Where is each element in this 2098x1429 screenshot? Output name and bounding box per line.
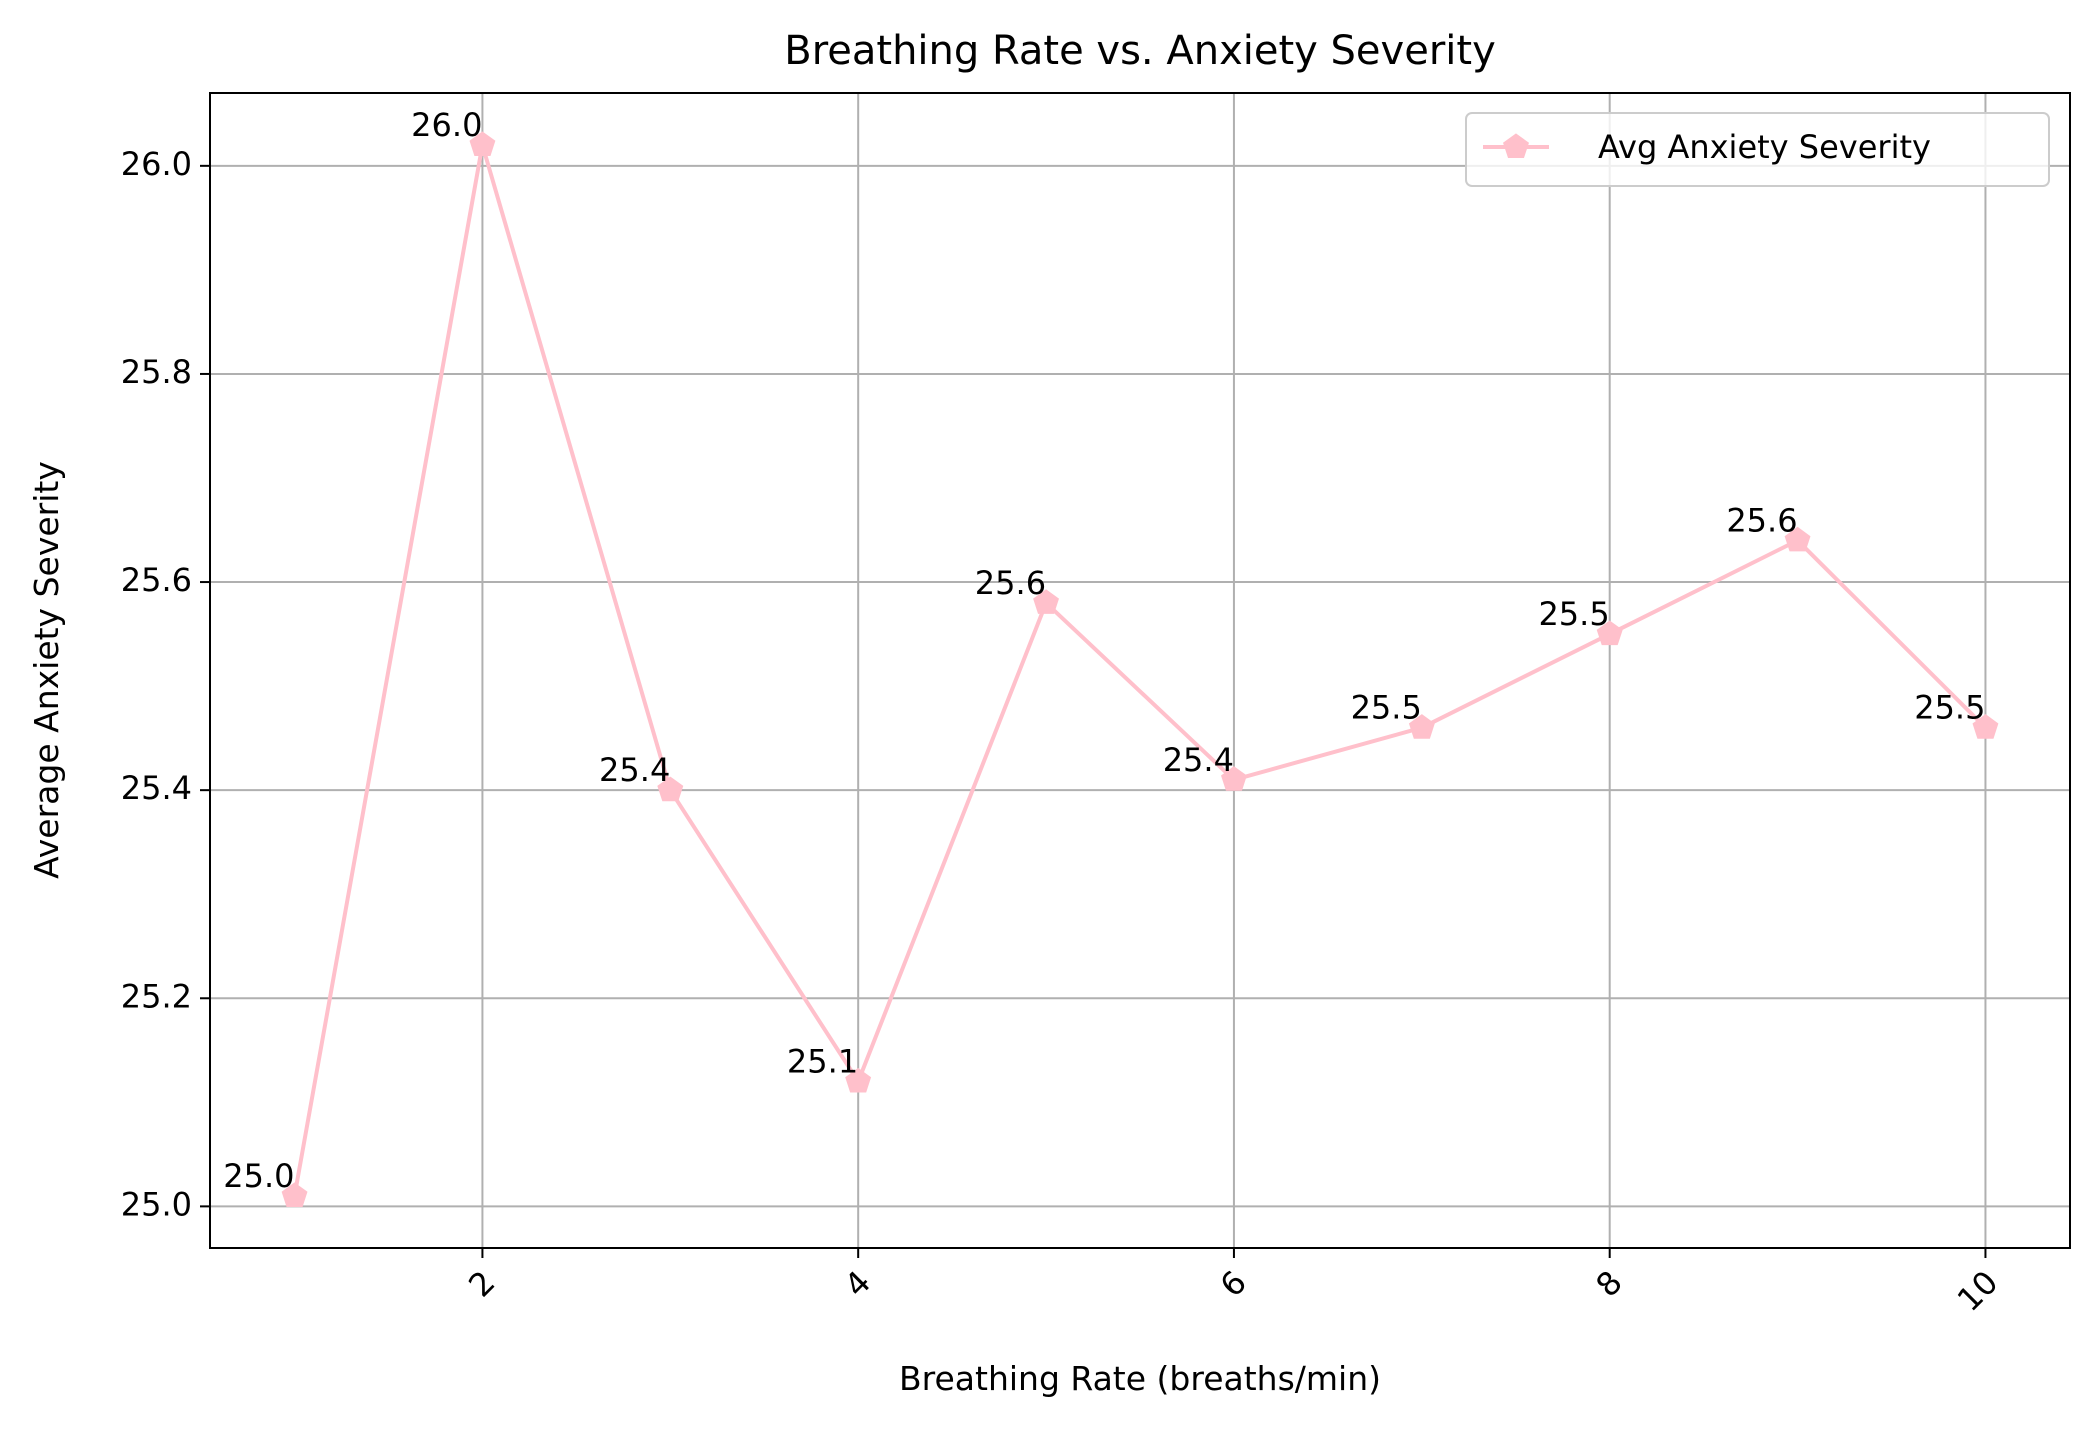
data-label: 25.5 bbox=[1538, 595, 1609, 633]
y-tick-label: 26.0 bbox=[121, 145, 192, 183]
data-label: 25.1 bbox=[787, 1043, 858, 1081]
y-tick-label: 25.8 bbox=[121, 353, 192, 391]
y-tick-label: 25.0 bbox=[121, 1185, 192, 1223]
data-point-marker bbox=[469, 131, 496, 156]
legend: Avg Anxiety Severity bbox=[1465, 112, 2050, 187]
data-point-marker bbox=[281, 1182, 308, 1207]
data-label: 25.6 bbox=[1726, 501, 1797, 539]
legend-marker-pentagon bbox=[1503, 133, 1529, 158]
data-point-marker bbox=[1596, 620, 1623, 646]
y-tick-label: 25.6 bbox=[121, 561, 192, 599]
legend-box bbox=[1465, 112, 2050, 187]
data-label: 25.4 bbox=[1163, 741, 1234, 779]
chart-title: Breathing Rate vs. Anxiety Severity bbox=[784, 28, 1495, 74]
data-labels-group: 25.0 26.0 25.4 25.1 25.6 25.4 25.5 25.5 25.6 25.5 bbox=[223, 106, 1985, 1195]
data-label: 25.4 bbox=[599, 751, 670, 789]
x-axis-label: Breathing Rate (breaths/min) bbox=[899, 1359, 1381, 1398]
data-point-marker bbox=[1221, 766, 1247, 791]
data-label: 25.6 bbox=[975, 564, 1046, 602]
y-tick-label: 25.4 bbox=[121, 769, 192, 807]
grid-lines bbox=[210, 93, 2070, 1248]
data-point-marker bbox=[1972, 714, 1999, 739]
y-tick-label: 25.2 bbox=[121, 977, 192, 1015]
series-line-group bbox=[281, 131, 1999, 1207]
data-label: 25.5 bbox=[1351, 689, 1422, 727]
data-point-marker bbox=[657, 776, 684, 802]
data-point-marker bbox=[1784, 526, 1811, 552]
series-line bbox=[292, 143, 1987, 1197]
data-label: 26.0 bbox=[411, 106, 482, 144]
data-label: 25.0 bbox=[223, 1157, 294, 1195]
data-point-marker bbox=[1408, 714, 1435, 739]
data-point-marker bbox=[845, 1067, 872, 1093]
y-axis-label: Average Anxiety Severity bbox=[27, 461, 66, 879]
legend-label: Avg Anxiety Severity bbox=[1598, 128, 1931, 166]
data-label: 25.5 bbox=[1914, 689, 1985, 727]
data-point-marker bbox=[1033, 589, 1059, 614]
plot-area-frame bbox=[209, 92, 2071, 1249]
